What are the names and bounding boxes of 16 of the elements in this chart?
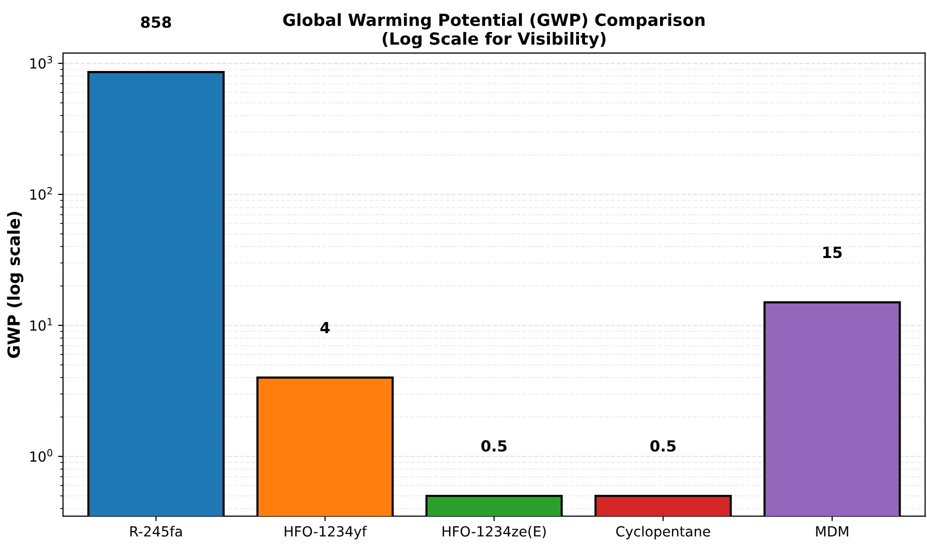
x-tick-label: MDM	[816, 526, 848, 536]
y-tick-label: 10$^{2}$	[30, 187, 52, 200]
y-tick-label: 10$^{1}$	[30, 318, 52, 331]
x-tick-label: HFO-1234yf	[284, 526, 367, 540]
data-label: 858	[140, 16, 172, 28]
data-label: 4	[320, 322, 330, 334]
chart-title: Global Warming Potential (GWP) Comparison (Log Scale for Visibility)	[283, 13, 704, 48]
data-label: 0.5	[650, 440, 676, 452]
x-tick-label: R-245fa	[130, 526, 182, 537]
y-tick-label: 10$^{3}$	[30, 56, 52, 69]
y-tick-label: 10$^{0}$	[30, 449, 52, 462]
x-tick-label: HFO-1234ze(E)	[442, 526, 546, 538]
data-label: 0.5	[481, 440, 507, 452]
x-tick-label: Cyclopentane	[616, 526, 710, 540]
y-axis-title: GWP (log scale)	[7, 212, 24, 358]
data-label: 15	[823, 246, 842, 258]
